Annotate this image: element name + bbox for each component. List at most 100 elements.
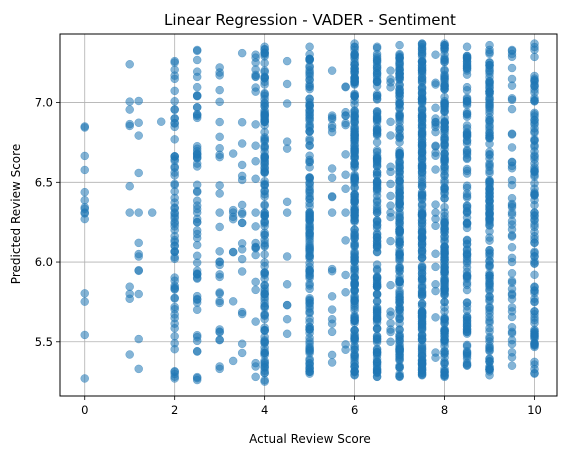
- data-point: [170, 294, 179, 303]
- data-point: [260, 156, 269, 165]
- data-point: [530, 127, 539, 136]
- data-point: [305, 216, 314, 225]
- data-point: [170, 231, 179, 241]
- data-point: [170, 323, 179, 333]
- data-point: [215, 152, 224, 162]
- data-point: [80, 187, 89, 197]
- data-point: [395, 132, 404, 142]
- data-point: [260, 238, 269, 248]
- data-point: [305, 208, 314, 217]
- data-point: [507, 63, 517, 73]
- data-point: [170, 217, 179, 227]
- data-point: [530, 165, 539, 174]
- data-point: [237, 267, 247, 276]
- data-point: [237, 348, 247, 358]
- data-point: [386, 318, 395, 328]
- data-point: [251, 222, 260, 231]
- data-point: [125, 181, 134, 191]
- data-point: [417, 57, 427, 67]
- data-point: [237, 200, 247, 210]
- data-point: [530, 151, 539, 160]
- data-point: [251, 317, 260, 326]
- data-point: [507, 180, 517, 190]
- data-point: [507, 339, 517, 349]
- data-point: [251, 83, 260, 92]
- data-point: [282, 252, 292, 261]
- x-tick-label: 2: [171, 403, 178, 417]
- data-point: [260, 258, 269, 267]
- data-point: [462, 208, 472, 217]
- data-point: [282, 208, 292, 217]
- data-point: [134, 289, 143, 299]
- data-point: [192, 111, 202, 121]
- data-point: [134, 238, 143, 248]
- plot-area: 0 2 4 6 8 10 5.5 6.0 6.5 7.0: [35, 33, 558, 417]
- data-point: [431, 286, 440, 296]
- data-point: [327, 350, 337, 360]
- data-point: [395, 57, 404, 67]
- data-point: [192, 144, 202, 154]
- data-point: [341, 82, 350, 92]
- data-point: [170, 168, 179, 177]
- data-point: [125, 350, 134, 359]
- data-point: [485, 160, 494, 170]
- data-point: [417, 228, 427, 237]
- data-point: [125, 60, 134, 69]
- data-point: [462, 324, 472, 334]
- data-point: [440, 243, 449, 253]
- data-point: [507, 294, 517, 304]
- data-point: [462, 164, 472, 174]
- data-point: [237, 309, 247, 319]
- data-point: [215, 117, 224, 127]
- data-point: [341, 184, 350, 194]
- data-point: [372, 297, 382, 306]
- data-point: [507, 216, 517, 226]
- data-point: [386, 83, 395, 92]
- data-point: [170, 313, 179, 323]
- data-point: [134, 265, 143, 275]
- data-point: [485, 236, 494, 245]
- data-point: [251, 362, 260, 371]
- data-point: [530, 252, 539, 261]
- data-point: [372, 324, 382, 333]
- data-point: [350, 131, 359, 140]
- data-point: [372, 91, 382, 101]
- data-point: [350, 182, 359, 192]
- data-point: [341, 120, 350, 130]
- data-point: [215, 132, 224, 142]
- data-point: [372, 127, 382, 136]
- data-point: [530, 71, 539, 81]
- data-point: [530, 318, 539, 328]
- data-point: [327, 173, 337, 183]
- data-point: [305, 102, 314, 111]
- data-point: [417, 276, 427, 286]
- data-point: [327, 327, 337, 337]
- data-point: [350, 264, 359, 274]
- data-point: [372, 266, 382, 275]
- data-point: [260, 67, 269, 77]
- y-tick-label: 6.5: [35, 175, 53, 189]
- data-point: [305, 361, 314, 370]
- data-point: [440, 189, 449, 199]
- data-point: [417, 178, 427, 187]
- data-point: [350, 124, 359, 133]
- data-point: [431, 208, 440, 217]
- data-point: [485, 191, 494, 201]
- data-point: [350, 77, 359, 86]
- data-point: [228, 149, 238, 158]
- data-point: [134, 96, 143, 106]
- data-point: [417, 347, 427, 356]
- data-point: [341, 170, 350, 179]
- data-point: [386, 208, 395, 217]
- data-point: [395, 73, 404, 82]
- data-point: [134, 334, 143, 344]
- data-point: [386, 236, 395, 246]
- data-point: [417, 95, 427, 105]
- data-point: [192, 55, 202, 65]
- data-point: [440, 347, 449, 356]
- data-point: [395, 306, 404, 315]
- data-point: [417, 151, 427, 160]
- data-point: [462, 263, 472, 272]
- data-point: [170, 180, 179, 190]
